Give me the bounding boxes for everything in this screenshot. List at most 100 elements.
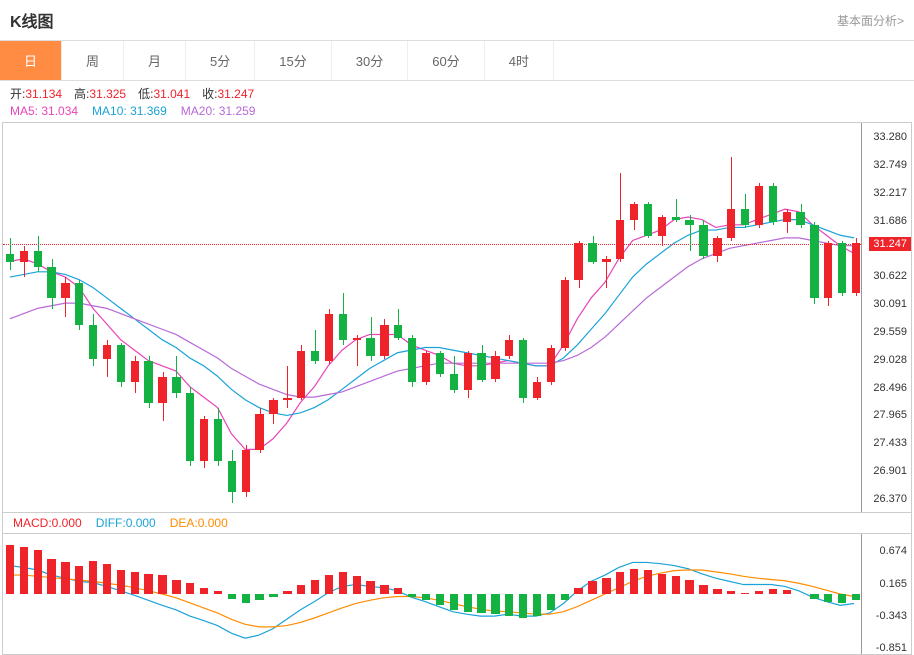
macd-bar xyxy=(297,585,305,594)
macd-bar xyxy=(699,585,707,594)
candlestick-chart[interactable]: 33.28032.74932.21731.68631.24730.62230.0… xyxy=(3,123,911,513)
y-tick: 32.749 xyxy=(873,159,907,171)
ma10-label: MA10: 31.369 xyxy=(92,104,167,118)
y-tick: 31.686 xyxy=(873,215,907,227)
macd-bar xyxy=(755,591,763,594)
analysis-link[interactable]: 基本面分析> xyxy=(837,12,904,29)
macd-bar xyxy=(255,594,263,600)
macd-bar xyxy=(519,594,527,618)
high-value: 31.325 xyxy=(89,87,126,101)
macd-bar xyxy=(491,594,499,614)
tab-周[interactable]: 周 xyxy=(62,41,124,80)
macd-bar xyxy=(533,594,541,616)
macd-bar xyxy=(450,594,458,610)
macd-bar xyxy=(325,575,333,594)
tab-4时[interactable]: 4时 xyxy=(485,41,554,80)
macd-bar xyxy=(505,594,513,616)
macd-bar xyxy=(20,547,28,594)
candle xyxy=(61,283,69,299)
macd-bar xyxy=(741,593,749,594)
candle xyxy=(838,243,846,293)
macd-bar xyxy=(214,591,222,594)
macd-labels: MACD:0.000 DIFF:0.000 DEA:0.000 xyxy=(3,513,911,534)
candle xyxy=(297,351,305,398)
y-tick: 26.370 xyxy=(873,493,907,505)
candle xyxy=(34,251,42,267)
macd-bar xyxy=(852,594,860,600)
macd-bar xyxy=(380,585,388,594)
macd-bar xyxy=(339,572,347,594)
y-tick: 27.965 xyxy=(873,409,907,421)
macd-bar xyxy=(838,594,846,603)
candle xyxy=(422,353,430,382)
candle xyxy=(685,220,693,225)
macd-y-tick: -0.343 xyxy=(876,610,907,622)
candle xyxy=(214,419,222,461)
y-tick: 33.280 xyxy=(873,131,907,143)
candle xyxy=(464,353,472,390)
candle xyxy=(741,209,749,225)
candle xyxy=(394,325,402,338)
macd-bar xyxy=(34,550,42,594)
macd-bar xyxy=(561,594,569,600)
candle xyxy=(158,377,166,403)
macd-bar xyxy=(269,594,277,597)
macd-bar xyxy=(685,580,693,594)
candle xyxy=(366,338,374,356)
price-axis: 33.28032.74932.21731.68631.24730.62230.0… xyxy=(861,123,911,512)
candle xyxy=(103,345,111,358)
tab-日[interactable]: 日 xyxy=(0,41,62,80)
y-tick: 27.433 xyxy=(873,437,907,449)
candle xyxy=(75,283,83,325)
macd-bar xyxy=(89,561,97,594)
ma-bar: MA5: 31.034 MA10: 31.369 MA20: 31.259 xyxy=(0,104,914,122)
macd-bar xyxy=(436,594,444,605)
candle xyxy=(436,353,444,374)
y-tick: 32.217 xyxy=(873,187,907,199)
y-tick: 30.091 xyxy=(873,298,907,310)
ma20-label: MA20: 31.259 xyxy=(181,104,256,118)
candle xyxy=(699,225,707,256)
candle xyxy=(144,361,152,403)
macd-bar xyxy=(422,594,430,600)
tab-5分[interactable]: 5分 xyxy=(186,41,255,80)
macd-bar xyxy=(172,580,180,594)
macd-bar xyxy=(117,570,125,594)
tab-60分[interactable]: 60分 xyxy=(408,41,484,80)
candle xyxy=(796,212,804,225)
y-tick: 29.559 xyxy=(873,326,907,338)
candle xyxy=(269,400,277,413)
ohlc-bar: 开:31.134 高:31.325 低:31.041 收:31.247 xyxy=(0,81,914,104)
macd-chart[interactable]: 0.6740.165-0.343-0.851 xyxy=(3,534,911,654)
candle xyxy=(574,243,582,280)
candle xyxy=(450,374,458,390)
macd-bar xyxy=(75,566,83,594)
candle xyxy=(325,314,333,361)
candle xyxy=(561,280,569,348)
diff-label: DIFF:0.000 xyxy=(96,516,156,530)
macd-bar xyxy=(547,594,555,610)
macd-bar xyxy=(464,594,472,612)
candle xyxy=(616,220,624,259)
macd-bar xyxy=(616,572,624,594)
macd-bar xyxy=(672,576,680,594)
y-tick: 28.496 xyxy=(873,382,907,394)
tab-15分[interactable]: 15分 xyxy=(255,41,331,80)
macd-bar xyxy=(47,559,55,594)
macd-bar xyxy=(353,576,361,594)
tab-月[interactable]: 月 xyxy=(124,41,186,80)
candle xyxy=(20,251,28,261)
ma5-label: MA5: 31.034 xyxy=(10,104,78,118)
macd-y-tick: 0.674 xyxy=(879,545,907,557)
macd-bar xyxy=(144,574,152,594)
tab-30分[interactable]: 30分 xyxy=(332,41,408,80)
macd-bar xyxy=(602,578,610,594)
y-tick: 29.028 xyxy=(873,354,907,366)
macd-bar xyxy=(394,588,402,594)
macd-bar xyxy=(574,588,582,594)
macd-bar xyxy=(311,580,319,594)
candle xyxy=(380,325,388,356)
candle xyxy=(769,186,777,223)
candle xyxy=(242,450,250,492)
macd-bar xyxy=(588,581,596,594)
